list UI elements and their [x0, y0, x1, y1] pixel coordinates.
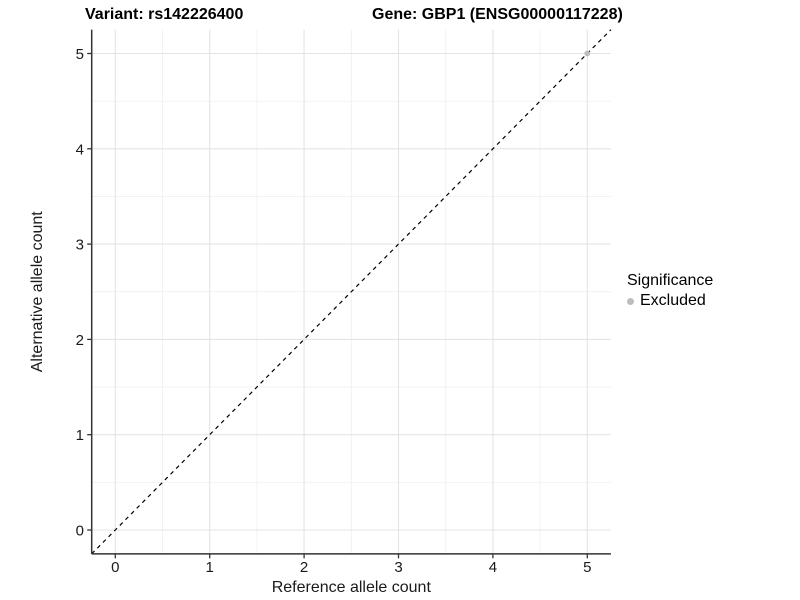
legend-item-label: Excluded	[640, 292, 706, 309]
x-tick-label: 1	[206, 559, 214, 576]
legend-title: Significance	[627, 272, 714, 289]
y-tick-label: 4	[76, 141, 84, 158]
y-tick-label: 3	[76, 237, 84, 254]
excluded-point-icon	[627, 297, 634, 305]
identity-line	[91, 29, 612, 555]
x-tick-label: 2	[300, 559, 308, 576]
legend: Significance Excluded	[627, 272, 713, 310]
legend-item-excluded: Excluded	[627, 292, 713, 310]
x-tick-label: 4	[489, 559, 497, 576]
x-tick-label: 0	[111, 559, 119, 576]
x-tick-label: 5	[583, 559, 591, 576]
x-axis-title: Reference allele count	[272, 579, 432, 596]
y-tick-label: 1	[76, 427, 84, 444]
y-axis-title: Alternative allele count	[29, 211, 46, 373]
y-tick-label: 2	[76, 332, 84, 349]
x-tick-label: 3	[394, 559, 402, 576]
data-point	[584, 50, 591, 57]
y-tick-label: 5	[76, 46, 84, 63]
gene-title: Gene: GBP1 (ENSG00000117228)	[372, 6, 623, 23]
y-tick-label: 0	[76, 523, 84, 540]
variant-title: Variant: rs142226400	[85, 6, 244, 23]
